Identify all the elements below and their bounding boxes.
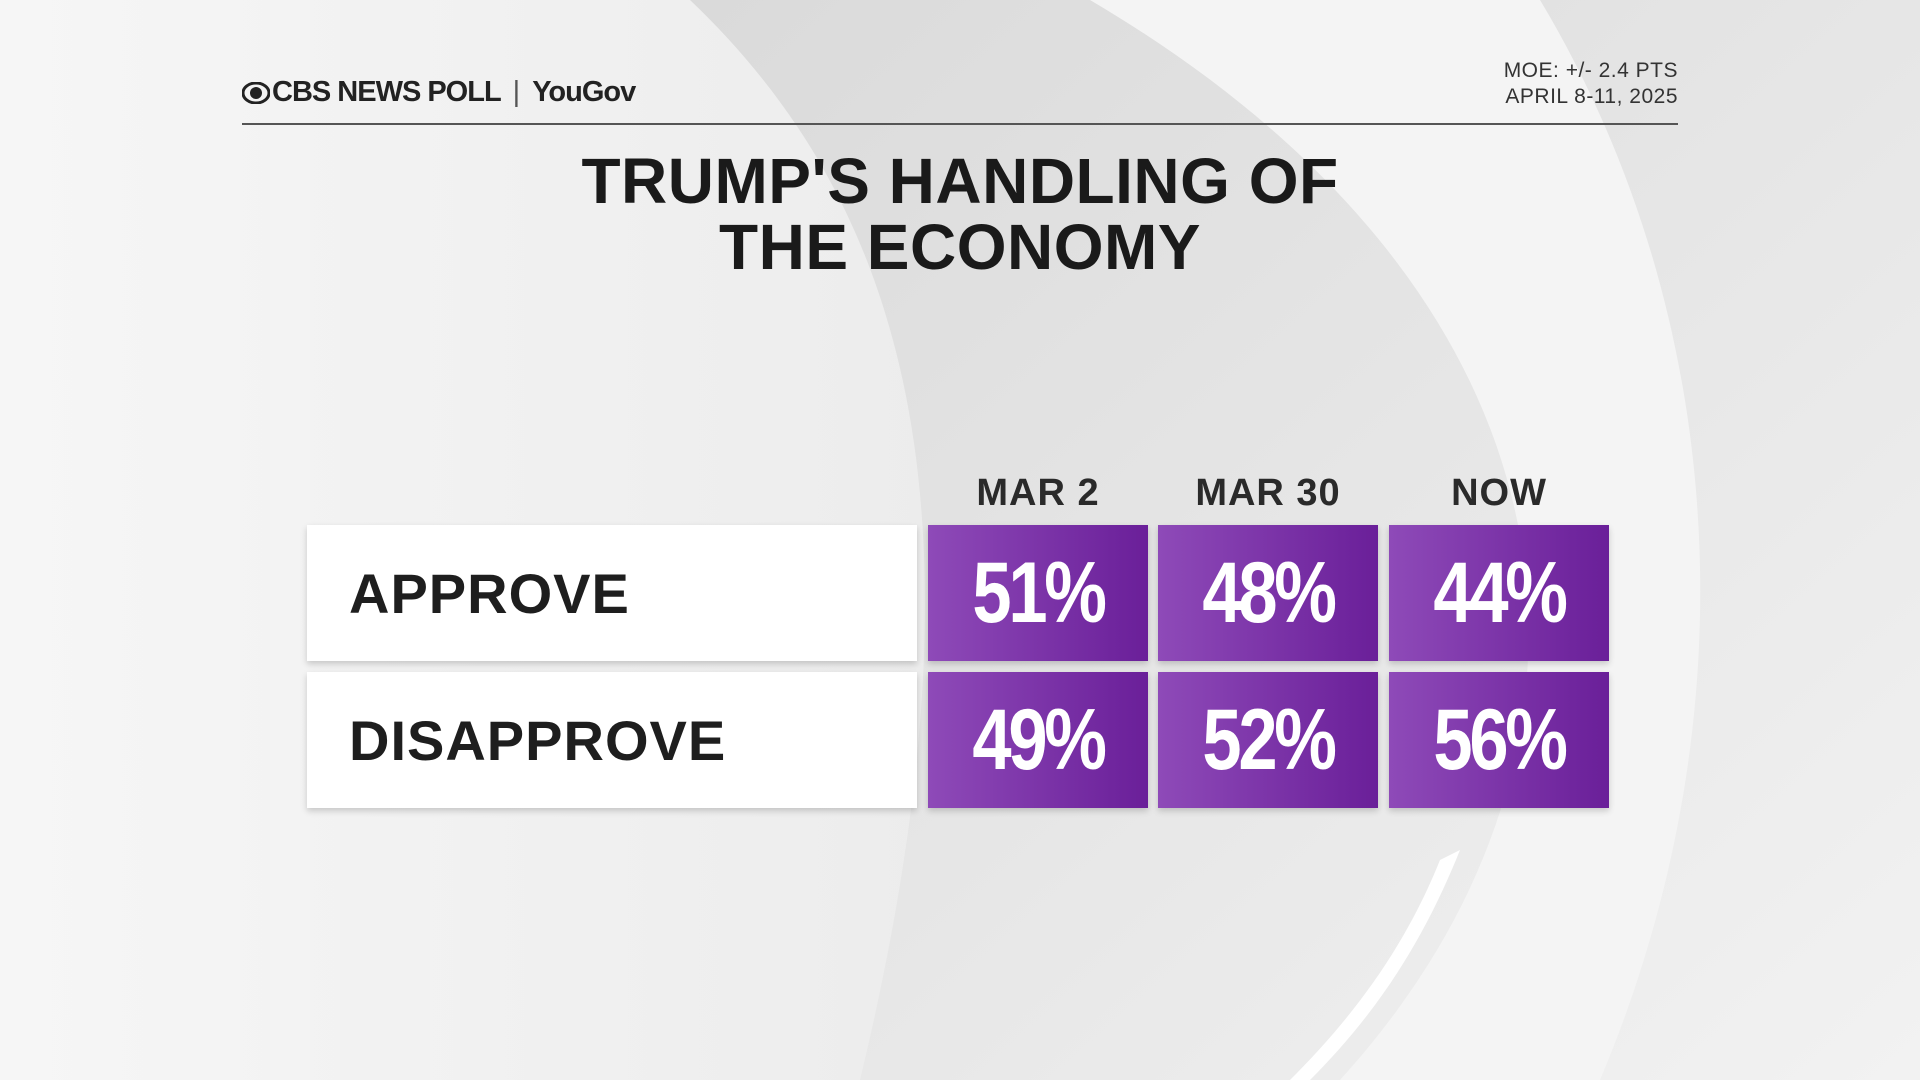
moe: MOE: +/- 2.4 PTS: [1503, 59, 1678, 82]
title-line: TRUMP'S HANDLING OF: [581, 145, 1339, 217]
cell-value: 51%: [972, 544, 1107, 641]
header-rule: [242, 123, 1678, 125]
poll-info: MOE: +/- 2.4 PTS APRIL 8-11, 2025: [1504, 58, 1678, 110]
partner-name: YouGov: [532, 76, 636, 108]
row-label: DISAPPROVE: [349, 708, 727, 772]
row-label-box: APPROVE: [307, 525, 917, 661]
title: TRUMP'S HANDLING OF THE ECONOMY: [0, 148, 1920, 280]
column-header: MAR 2: [976, 472, 1100, 514]
value-cell: 52%: [1158, 672, 1378, 808]
value-cell: 44%: [1389, 525, 1609, 661]
column-header: NOW: [1451, 472, 1547, 514]
column-header: MAR 30: [1195, 472, 1341, 514]
brand-logo: CBS NEWS POLL | YouGov: [242, 76, 636, 109]
value-cell: 48%: [1158, 525, 1378, 661]
row-label: APPROVE: [349, 561, 630, 625]
value-cell: 51%: [928, 525, 1148, 661]
value-cell: 56%: [1389, 672, 1609, 808]
title-line: THE ECONOMY: [719, 211, 1201, 283]
row-label-box: DISAPPROVE: [307, 672, 917, 808]
cell-value: 56%: [1433, 691, 1568, 788]
cell-value: 49%: [972, 691, 1107, 788]
brand-separator: |: [512, 76, 521, 108]
cell-value: 44%: [1433, 544, 1568, 641]
cell-value: 48%: [1202, 544, 1337, 641]
value-cell: 49%: [928, 672, 1148, 808]
cell-value: 52%: [1202, 691, 1337, 788]
brand-name: CBS NEWS POLL: [272, 76, 502, 108]
poll-dates: APRIL 8-11, 2025: [1505, 85, 1678, 108]
cbs-eye-icon: [242, 81, 270, 104]
